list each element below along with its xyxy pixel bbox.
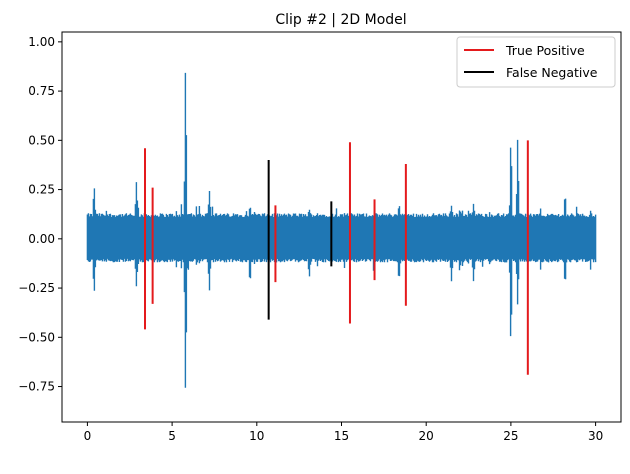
legend: True Positive False Negative: [456, 36, 616, 88]
y-tick-label: 0.00: [28, 232, 55, 246]
legend-label-false-negative: False Negative: [506, 65, 598, 80]
legend-box: [456, 36, 616, 88]
x-tick-label: 30: [588, 429, 603, 443]
x-tick-label: 15: [334, 429, 349, 443]
plot-data-area: [86, 72, 597, 388]
chart-title: Clip #2 | 2D Model: [275, 12, 406, 28]
y-tick-label: 1.00: [28, 35, 55, 49]
y-tick-label: −0.50: [18, 330, 55, 344]
y-tick-label: 0.75: [28, 84, 55, 98]
y-tick-label: −0.25: [18, 281, 55, 295]
signal-trace: [86, 72, 597, 388]
x-tick-label: 0: [84, 429, 92, 443]
y-tick-label: −0.75: [18, 380, 55, 394]
x-tick-label: 10: [249, 429, 264, 443]
event-markers: [144, 140, 529, 375]
signal-envelope: [86, 72, 597, 388]
x-axis-ticks: 0 5 10 15 20 25 30: [84, 422, 603, 443]
y-tick-label: 0.50: [28, 133, 55, 147]
x-tick-label: 20: [419, 429, 434, 443]
legend-label-true-positive: True Positive: [505, 43, 585, 58]
x-tick-label: 5: [168, 429, 176, 443]
x-tick-label: 25: [503, 429, 518, 443]
y-axis-ticks: −0.75 −0.50 −0.25 0.00 0.25 0.50 0.75 1.00: [18, 35, 62, 394]
y-tick-label: 0.25: [28, 183, 55, 197]
